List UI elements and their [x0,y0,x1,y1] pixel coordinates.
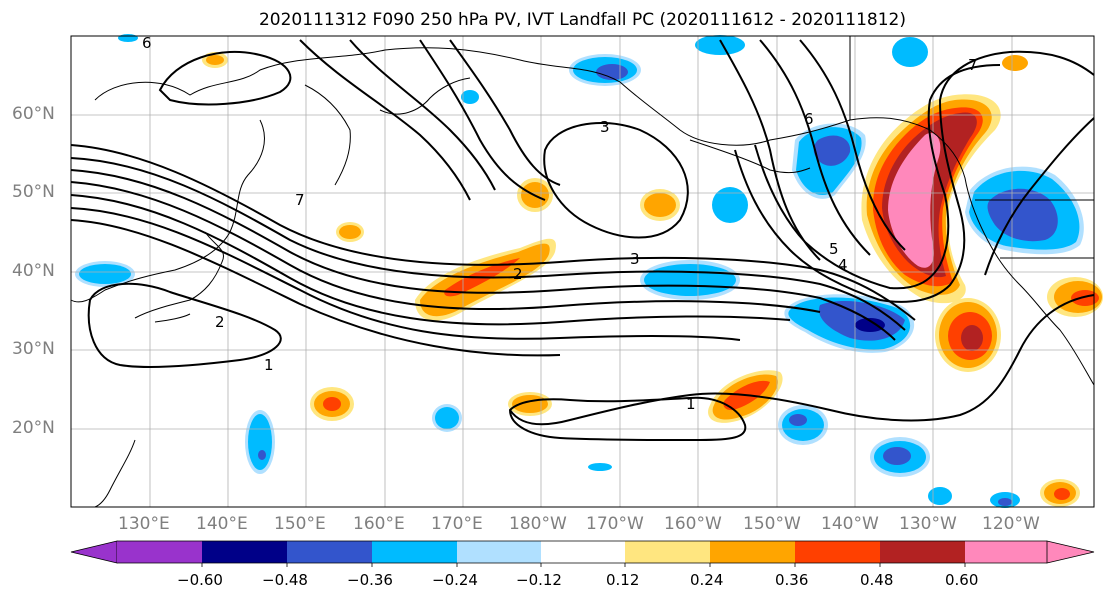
colorbar-segment [287,541,372,563]
coastlines [70,36,1095,508]
contour-label: 6 [142,34,152,52]
colorbar-tick-label: −0.36 [347,571,393,589]
contour-label: 1 [686,395,696,413]
colorbar-tick-label: −0.24 [432,571,478,589]
colorbar-tick-label: 0.36 [775,571,809,589]
lat-label: 40°N [12,261,55,281]
colorbar-segment [625,541,710,563]
lat-label: 20°N [12,418,55,438]
colorbar-tick-label: −0.60 [177,571,223,589]
lon-label: 130°W [899,514,957,534]
colorbar-tick-label: 0.12 [606,571,640,589]
colorbar-extend-max [1046,540,1095,564]
lon-label: 140°E [196,514,248,534]
lon-label: 180°W [509,514,567,534]
contour-label: 3 [630,250,640,268]
contour-label: 3 [600,118,610,136]
colorbar-segment [965,541,1047,563]
contour-labels: 1 2 3 3 4 5 6 7 7 1 2 6 [142,34,978,413]
map-title: 2020111312 F090 250 hPa PV, IVT Landfall… [258,10,906,30]
lon-label: 170°W [586,514,644,534]
contour-label: 2 [215,313,225,331]
lat-label: 50°N [12,182,55,202]
lon-label: 120°W [982,514,1040,534]
contour-label: 2 [513,265,523,283]
colorbar-segment [117,541,202,563]
colorbar-tick-label: −0.12 [516,571,562,589]
graticule [71,36,1094,507]
colorbar-segment [202,541,287,563]
lon-label: 170°E [431,514,483,534]
lon-label: 150°E [274,514,326,534]
colorbar-segment [795,541,880,563]
lon-label: 140°W [821,514,879,534]
contour-label: 1 [264,356,274,374]
contour-label: 5 [829,240,839,258]
lon-label: 160°W [664,514,722,534]
pv-negative-anomalies [75,34,1084,508]
colorbar [70,540,1095,567]
colorbar-tick-label: 0.48 [860,571,894,589]
lon-label: 130°E [118,514,170,534]
colorbar-extend-min [70,540,118,564]
lon-label: 150°W [743,514,801,534]
colorbar-tick-label: −0.48 [262,571,308,589]
contour-label: 4 [838,256,848,274]
colorbar-segment [710,541,795,563]
colorbar-tick-label: 0.24 [690,571,724,589]
colorbar-segment [541,541,625,563]
colorbar-segment [880,541,965,563]
colorbar-tick-label: 0.60 [945,571,979,589]
contour-label: 7 [968,56,978,74]
colorbar-segment [457,541,541,563]
lon-label: 160°E [353,514,405,534]
contour-label: 6 [804,110,814,128]
lat-label: 30°N [12,339,55,359]
lat-label: 60°N [12,104,55,124]
colorbar-segment [372,541,457,563]
contour-label: 7 [295,191,305,209]
map-frame [70,35,1095,508]
contours [70,39,1095,442]
